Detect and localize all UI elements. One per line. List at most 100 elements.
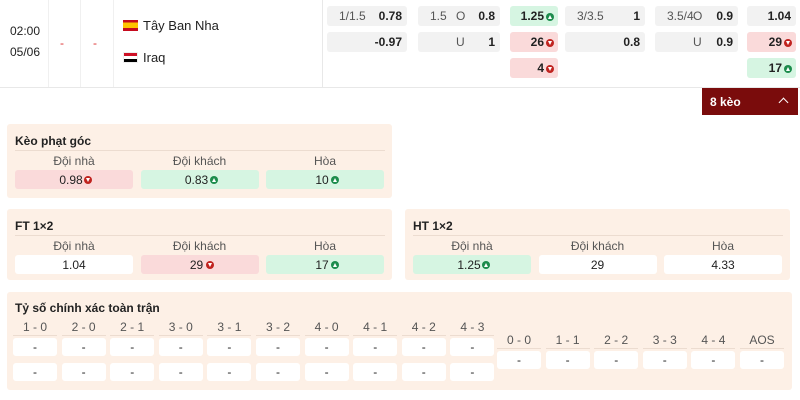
- score-cell[interactable]: [740, 351, 784, 369]
- score-cell[interactable]: [256, 338, 300, 356]
- score-cell[interactable]: [256, 363, 300, 381]
- score-rule: [450, 335, 495, 336]
- score-cell[interactable]: [594, 351, 639, 369]
- away-score: -: [93, 36, 97, 50]
- market-odds-cell[interactable]: [140, 255, 259, 274]
- odds-line: 1/1.5: [339, 9, 366, 23]
- score-value: -: [373, 340, 378, 354]
- odds-cell[interactable]: [655, 6, 738, 26]
- score-cell[interactable]: [353, 338, 398, 356]
- market-odds-cell[interactable]: [538, 255, 657, 274]
- score-value: -: [711, 353, 716, 367]
- more-button[interactable]: [702, 88, 798, 115]
- odds-cell[interactable]: [418, 32, 500, 52]
- score-cell[interactable]: [401, 338, 446, 356]
- odds-cell[interactable]: [327, 32, 407, 52]
- score-cell[interactable]: [353, 363, 398, 381]
- trend-icon: [205, 261, 214, 269]
- odds-side: O: [456, 9, 466, 23]
- col-divider: [113, 0, 114, 87]
- odds-value: 4: [537, 61, 544, 75]
- score-rule: [158, 335, 203, 336]
- score-value: -: [324, 340, 329, 354]
- score-cell[interactable]: [642, 351, 687, 369]
- score-cell[interactable]: [61, 363, 106, 381]
- score-cell[interactable]: [13, 338, 57, 356]
- score-cell[interactable]: [61, 338, 106, 356]
- more-button-label: 8 kèo: [710, 95, 741, 109]
- odds-value: 29: [768, 35, 782, 49]
- score-rule: [304, 335, 349, 336]
- odds-cell[interactable]: [565, 6, 645, 26]
- score-cell[interactable]: [497, 351, 541, 369]
- score-rule: [401, 335, 446, 336]
- score-header: 3 - 0: [168, 320, 193, 334]
- odds-cell[interactable]: [327, 6, 407, 26]
- score-cell[interactable]: [158, 363, 203, 381]
- odds-cell[interactable]: [655, 32, 738, 52]
- score-rule: [61, 335, 106, 336]
- odds-value: -0.97: [374, 35, 402, 49]
- market-odds-cell[interactable]: [266, 170, 384, 189]
- market-odds-cell[interactable]: [15, 255, 133, 274]
- title-rule: [15, 235, 385, 236]
- home-score: -: [60, 36, 64, 50]
- market-odds-cell[interactable]: [15, 170, 133, 189]
- score-cell[interactable]: [450, 363, 495, 381]
- market-header: Đội nhà: [451, 239, 493, 253]
- score-value: -: [614, 353, 619, 367]
- trend-icon: [84, 176, 92, 184]
- score-value: -: [662, 353, 667, 367]
- score-value: -: [517, 353, 521, 367]
- odds-cell[interactable]: [510, 32, 558, 52]
- odds-cell[interactable]: [510, 6, 558, 26]
- score-cell[interactable]: [304, 338, 349, 356]
- score-cell[interactable]: [207, 338, 252, 356]
- market-odds-cell[interactable]: [140, 170, 259, 189]
- market-odds-value: 1.04: [62, 258, 86, 272]
- odds-value: 1: [488, 35, 495, 49]
- flag-spain: [123, 20, 138, 31]
- score-cell[interactable]: [691, 351, 736, 369]
- score-value: -: [227, 365, 232, 379]
- market-odds-value: 1.25: [457, 258, 481, 272]
- odds-cell[interactable]: [747, 32, 796, 52]
- score-value: -: [130, 365, 135, 379]
- odds-cell[interactable]: [747, 58, 796, 78]
- score-cell[interactable]: [401, 363, 446, 381]
- odds-line: 3.5/4: [667, 9, 694, 23]
- odds-value: 0.8: [623, 35, 640, 49]
- score-cell[interactable]: [13, 363, 57, 381]
- odds-value: 26: [530, 35, 544, 49]
- market-odds-cell[interactable]: [266, 255, 384, 274]
- score-rule: [13, 335, 57, 336]
- score-cell[interactable]: [545, 351, 590, 369]
- score-cell[interactable]: [110, 363, 155, 381]
- score-value: -: [760, 353, 764, 367]
- market-header: Đội nhà: [53, 239, 95, 253]
- odds-cell[interactable]: [510, 58, 558, 78]
- score-header: 4 - 4: [701, 333, 726, 347]
- odds-side: U: [456, 35, 465, 49]
- score-cell[interactable]: [450, 338, 495, 356]
- score-rule: [353, 335, 398, 336]
- score-cell[interactable]: [207, 363, 252, 381]
- odds-cell[interactable]: [565, 32, 645, 52]
- score-value: -: [81, 365, 86, 379]
- market-header: Hòa: [313, 154, 336, 168]
- odds-line: 3/3.5: [577, 9, 604, 23]
- score-cell[interactable]: [110, 338, 155, 356]
- market-odds-cell[interactable]: [664, 255, 782, 274]
- score-cell[interactable]: [158, 338, 203, 356]
- odds-value: 0.9: [716, 35, 733, 49]
- score-cell[interactable]: [304, 363, 349, 381]
- market-odds-cell[interactable]: [413, 255, 531, 274]
- score-rule: [256, 335, 300, 336]
- market-header: Đội khách: [172, 154, 227, 168]
- trend-icon: [331, 176, 339, 184]
- score-rule: [594, 348, 639, 349]
- home-team: Tây Ban Nha: [143, 18, 219, 33]
- odds-cell[interactable]: [418, 6, 500, 26]
- odds-cell[interactable]: [747, 6, 796, 26]
